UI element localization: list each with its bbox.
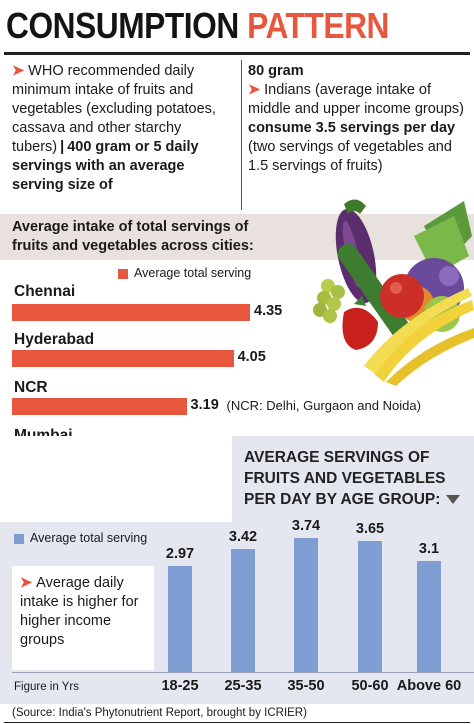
city-label: Hyderabad [14, 331, 95, 348]
age-category-label: 18-25 [161, 678, 199, 694]
city-value-label: 4.35 [254, 303, 283, 319]
intro-col1-text1: WHO recommended daily minimum intake of … [12, 63, 216, 155]
age-category-label: 35-50 [287, 678, 325, 694]
age-category-label: 25-35 [224, 678, 262, 694]
top-rule [4, 52, 470, 55]
intro-column-1: ➤ WHO recommended daily minimum intake of… [12, 62, 236, 195]
legend-swatch-blue [14, 533, 24, 544]
intro-column-2: 80 gram ➤ Indians (average intake of midd… [248, 62, 470, 176]
age-category-label: Above 60 [396, 678, 462, 694]
age-value-label: 3.42 [228, 529, 258, 546]
intro-col2-text4: (two servings of vegetables and 1.5 serv… [248, 139, 452, 174]
city-label: NCR [14, 379, 48, 396]
intro-col2-text3: consume 3.5 servings per day [248, 120, 456, 136]
panel-cutout [0, 436, 232, 522]
income-callout: ➤ Average daily intake is higher for high… [12, 566, 154, 670]
city-note: (NCR: Delhi, Gurgaon and Noida) [226, 398, 421, 413]
age-bar [231, 549, 255, 672]
intro-col2-text1: 80 gram [248, 63, 304, 79]
intro-col1-separator: | [60, 139, 65, 155]
bottom-rule [4, 722, 470, 723]
age-value-label: 3.1 [418, 540, 440, 557]
age-legend-label: Average total serving [30, 531, 148, 545]
cities-legend: Average total serving [118, 266, 251, 280]
intro-col2-text2: Indians (average intake of middle and up… [248, 82, 465, 117]
callout-body: Average daily intake is higher for highe… [20, 575, 139, 648]
age-bar [417, 560, 441, 672]
callout-text: ➤ Average daily intake is higher for high… [20, 574, 148, 650]
cities-chart-title: Average intake of total servings of frui… [12, 219, 254, 254]
title-part-1: CONSUMPTION [6, 5, 239, 46]
legend-swatch-red [118, 268, 128, 279]
intro-col1-text2: 400 gram or 5 daily servings with an ave… [12, 139, 199, 193]
city-value-label: 4.05 [237, 349, 266, 365]
city-bar [12, 398, 187, 415]
age-bar [168, 565, 192, 672]
source-note: (Source: India's Phytonutrient Report, b… [12, 707, 307, 719]
cities-chart-header: Average intake of total servings of frui… [0, 214, 474, 260]
column-divider [241, 60, 242, 210]
city-label: Chennai [14, 283, 76, 300]
page-title: CONSUMPTION PATTERN [6, 4, 389, 48]
age-value-label: 3.74 [291, 518, 321, 534]
city-value-label: 3.19 [190, 397, 219, 413]
age-chart-axis [12, 672, 474, 673]
city-bar [12, 350, 234, 367]
city-bar [12, 304, 250, 321]
arrow-icon: ➤ [20, 575, 33, 591]
age-chart-title: AVERAGE SERVINGS OF FRUITS AND VEGETABLE… [244, 447, 472, 510]
age-chart-title-text: AVERAGE SERVINGS OF FRUITS AND VEGETABLE… [244, 449, 446, 508]
age-value-label: 2.97 [165, 545, 195, 562]
age-axis-title: Figure in Yrs [14, 681, 79, 693]
age-category-label: 50-60 [351, 678, 389, 694]
arrow-icon: ➤ [248, 82, 261, 98]
age-value-label: 3.65 [355, 521, 385, 538]
arrow-icon: ➤ [12, 63, 25, 79]
triangle-down-icon [446, 495, 461, 505]
cities-legend-label: Average total serving [134, 266, 252, 280]
age-bar [358, 541, 382, 672]
title-part-2: PATTERN [247, 5, 389, 46]
age-legend: Average total serving [14, 531, 147, 545]
produce-illustration-icon [313, 199, 474, 386]
age-bar [294, 538, 318, 672]
